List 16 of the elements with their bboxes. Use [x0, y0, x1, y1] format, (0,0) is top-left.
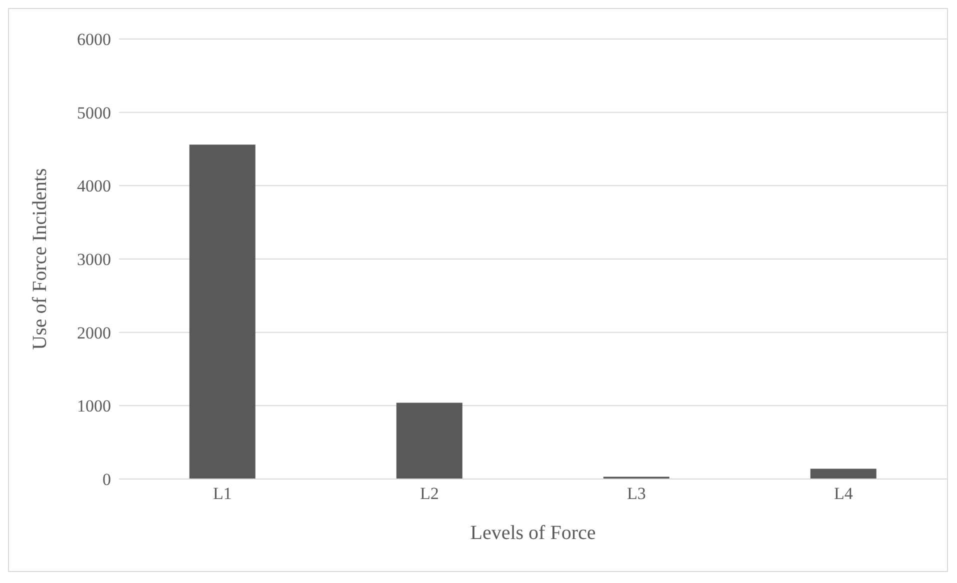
y-tick-label: 0: [102, 470, 111, 490]
x-tick-label: L2: [420, 484, 439, 504]
x-tick-label: L4: [834, 484, 854, 504]
y-tick-label: 4000: [77, 176, 111, 196]
x-tick-label: L1: [213, 484, 232, 504]
y-tick-label: 3000: [77, 250, 111, 270]
y-tick-label: 2000: [77, 323, 111, 342]
y-tick-label: 1000: [77, 396, 111, 416]
bar: [189, 144, 256, 479]
y-tick-label: 6000: [77, 30, 111, 50]
bar: [396, 402, 462, 479]
bar: [810, 468, 876, 479]
x-axis-title: Levels of Force: [470, 522, 596, 544]
y-tick-label: 5000: [77, 103, 111, 122]
x-tick-label: L3: [627, 484, 646, 504]
y-axis-title: Use of Force Incidents: [29, 168, 52, 350]
